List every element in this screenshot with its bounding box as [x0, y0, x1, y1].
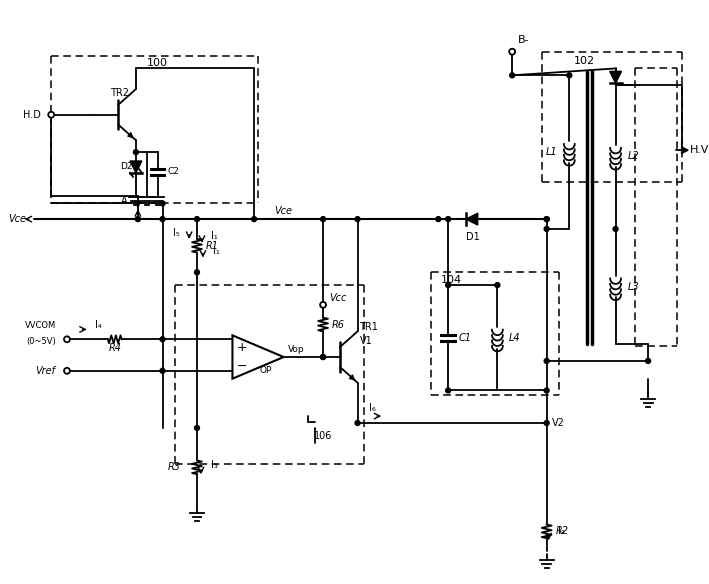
Circle shape [133, 150, 138, 155]
Circle shape [160, 201, 165, 206]
Text: −: − [237, 360, 247, 373]
Text: I₆: I₆ [369, 403, 376, 413]
Circle shape [64, 336, 70, 342]
Circle shape [194, 217, 199, 221]
Text: L1: L1 [546, 147, 557, 157]
Circle shape [436, 217, 441, 221]
Text: C1: C1 [459, 333, 472, 343]
Text: Vcc: Vcc [329, 293, 347, 303]
Text: H.D: H.D [23, 110, 41, 120]
Circle shape [646, 359, 651, 363]
Circle shape [64, 368, 70, 374]
Circle shape [545, 217, 549, 221]
Text: 102: 102 [574, 55, 595, 65]
Text: R4: R4 [108, 343, 121, 353]
Circle shape [613, 227, 618, 231]
Text: R1: R1 [206, 241, 219, 251]
Text: 106: 106 [314, 431, 333, 441]
Circle shape [545, 359, 549, 363]
Text: +: + [237, 340, 247, 354]
Circle shape [446, 217, 451, 221]
Circle shape [194, 270, 199, 274]
Text: D1: D1 [466, 232, 480, 242]
Circle shape [320, 302, 326, 308]
Circle shape [355, 217, 360, 221]
Circle shape [545, 227, 549, 231]
Text: VVCOM: VVCOM [25, 321, 56, 330]
Polygon shape [610, 71, 622, 83]
Text: TR2: TR2 [111, 88, 129, 98]
Circle shape [252, 217, 257, 221]
Text: I₂: I₂ [559, 526, 565, 536]
Circle shape [566, 73, 571, 78]
Text: I₁: I₁ [211, 231, 218, 241]
Text: A: A [121, 196, 128, 206]
Circle shape [194, 426, 199, 430]
Text: I₅: I₅ [172, 228, 179, 238]
Circle shape [509, 48, 515, 55]
Text: V2: V2 [552, 418, 564, 428]
Circle shape [160, 337, 165, 342]
Text: Vref: Vref [35, 366, 55, 376]
Text: L2: L2 [627, 151, 639, 161]
Circle shape [545, 420, 549, 426]
Text: I₄: I₄ [94, 319, 101, 329]
Polygon shape [130, 161, 142, 173]
Text: L4: L4 [509, 333, 521, 343]
Circle shape [495, 283, 500, 287]
Circle shape [160, 217, 165, 221]
Circle shape [355, 420, 360, 426]
Circle shape [160, 369, 165, 373]
Circle shape [135, 217, 140, 221]
Text: Vop: Vop [288, 345, 304, 354]
Text: 104: 104 [440, 275, 462, 285]
Circle shape [48, 112, 54, 117]
Polygon shape [466, 213, 478, 225]
Text: 100: 100 [147, 58, 168, 68]
Text: R2: R2 [556, 526, 569, 536]
Text: Vce: Vce [9, 214, 27, 224]
Text: D2: D2 [120, 162, 133, 172]
Circle shape [320, 354, 325, 360]
Circle shape [545, 217, 549, 221]
Text: TR1: TR1 [359, 322, 379, 332]
Circle shape [320, 354, 325, 360]
Circle shape [320, 217, 325, 221]
Text: H.V: H.V [689, 145, 709, 155]
Text: R6: R6 [332, 319, 345, 329]
Text: L3: L3 [627, 281, 639, 291]
Text: OP: OP [259, 366, 272, 376]
Circle shape [446, 283, 451, 287]
Circle shape [545, 388, 549, 393]
Circle shape [446, 388, 451, 393]
Text: B-: B- [518, 35, 530, 45]
Text: V1: V1 [359, 336, 372, 346]
Text: R3: R3 [168, 463, 182, 472]
Text: Vce: Vce [274, 206, 292, 216]
Text: I₁: I₁ [213, 246, 220, 256]
Circle shape [510, 73, 515, 78]
Text: (0~5V): (0~5V) [26, 337, 56, 346]
Text: C2: C2 [167, 168, 179, 176]
Text: I₃: I₃ [211, 460, 218, 470]
